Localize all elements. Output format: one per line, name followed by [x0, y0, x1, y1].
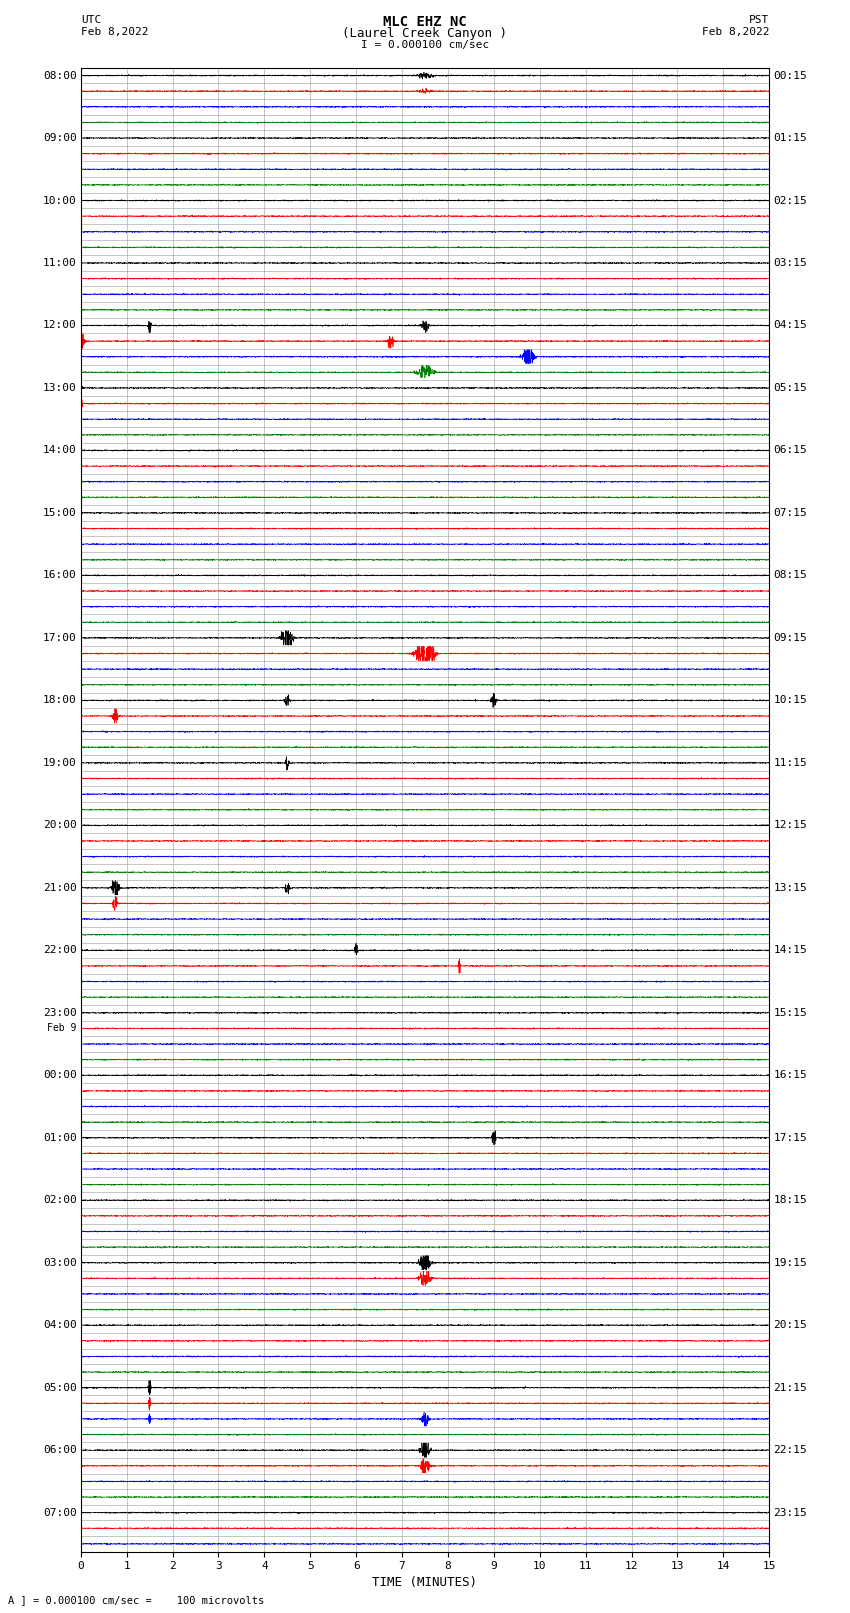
Text: 10:00: 10:00	[42, 195, 76, 205]
Text: Feb 8,2022: Feb 8,2022	[702, 27, 769, 37]
Text: 18:15: 18:15	[774, 1195, 807, 1205]
Text: 17:00: 17:00	[42, 632, 76, 644]
Text: 12:00: 12:00	[42, 321, 76, 331]
Text: 10:15: 10:15	[774, 695, 807, 705]
Text: 08:00: 08:00	[42, 71, 76, 81]
Text: 00:00: 00:00	[42, 1071, 76, 1081]
Text: PST: PST	[749, 15, 769, 24]
Text: 05:00: 05:00	[42, 1382, 76, 1392]
Text: 04:15: 04:15	[774, 321, 807, 331]
Text: A ] = 0.000100 cm/sec =    100 microvolts: A ] = 0.000100 cm/sec = 100 microvolts	[8, 1595, 264, 1605]
Text: UTC: UTC	[81, 15, 101, 24]
Text: 08:15: 08:15	[774, 571, 807, 581]
Text: 23:15: 23:15	[774, 1508, 807, 1518]
Text: 06:00: 06:00	[42, 1445, 76, 1455]
Text: (Laurel Creek Canyon ): (Laurel Creek Canyon )	[343, 27, 507, 40]
Text: 11:15: 11:15	[774, 758, 807, 768]
Text: 20:15: 20:15	[774, 1319, 807, 1331]
Text: 21:15: 21:15	[774, 1382, 807, 1392]
Text: 14:00: 14:00	[42, 445, 76, 455]
Text: 12:15: 12:15	[774, 821, 807, 831]
Text: 22:00: 22:00	[42, 945, 76, 955]
Text: Feb 8,2022: Feb 8,2022	[81, 27, 148, 37]
Text: 02:15: 02:15	[774, 195, 807, 205]
Text: Feb 9: Feb 9	[47, 1023, 76, 1034]
Text: 03:00: 03:00	[42, 1258, 76, 1268]
Text: 18:00: 18:00	[42, 695, 76, 705]
Text: 19:00: 19:00	[42, 758, 76, 768]
Text: 02:00: 02:00	[42, 1195, 76, 1205]
Text: I = 0.000100 cm/sec: I = 0.000100 cm/sec	[361, 40, 489, 50]
Text: 20:00: 20:00	[42, 821, 76, 831]
Text: 05:15: 05:15	[774, 382, 807, 394]
Text: 01:15: 01:15	[774, 132, 807, 144]
Text: 01:00: 01:00	[42, 1132, 76, 1142]
Text: 09:15: 09:15	[774, 632, 807, 644]
Text: 13:00: 13:00	[42, 382, 76, 394]
Text: 04:00: 04:00	[42, 1319, 76, 1331]
Text: 19:15: 19:15	[774, 1258, 807, 1268]
Text: 23:00: 23:00	[42, 1008, 76, 1018]
Text: 14:15: 14:15	[774, 945, 807, 955]
Text: 15:00: 15:00	[42, 508, 76, 518]
Text: 09:00: 09:00	[42, 132, 76, 144]
Text: 22:15: 22:15	[774, 1445, 807, 1455]
Text: 13:15: 13:15	[774, 882, 807, 894]
Text: 17:15: 17:15	[774, 1132, 807, 1142]
Text: 15:15: 15:15	[774, 1008, 807, 1018]
Text: 21:00: 21:00	[42, 882, 76, 894]
Text: 07:15: 07:15	[774, 508, 807, 518]
Text: 06:15: 06:15	[774, 445, 807, 455]
Text: 16:15: 16:15	[774, 1071, 807, 1081]
Text: 11:00: 11:00	[42, 258, 76, 268]
Text: 07:00: 07:00	[42, 1508, 76, 1518]
X-axis label: TIME (MINUTES): TIME (MINUTES)	[372, 1576, 478, 1589]
Text: 03:15: 03:15	[774, 258, 807, 268]
Text: 00:15: 00:15	[774, 71, 807, 81]
Text: MLC EHZ NC: MLC EHZ NC	[383, 15, 467, 29]
Text: 16:00: 16:00	[42, 571, 76, 581]
